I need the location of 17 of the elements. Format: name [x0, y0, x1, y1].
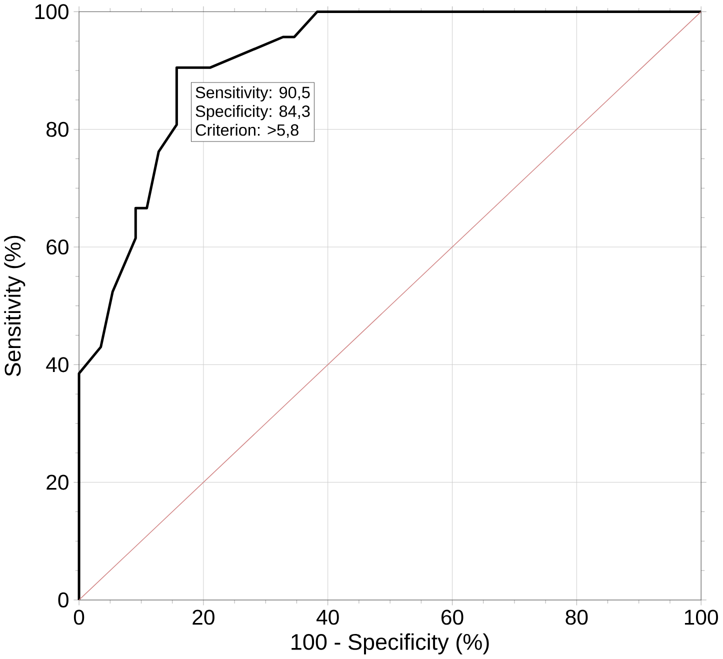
y-tick-label: 0: [58, 592, 68, 608]
x-tick-label: 40: [316, 610, 339, 626]
x-axis-title: 100 - Specificity (%): [292, 634, 489, 655]
y-tick-label: 100: [35, 4, 68, 20]
annotation: Sensitivity: 90,5: [196, 86, 310, 102]
x-tick-label: 0: [74, 610, 84, 626]
x-tick-label: 20: [192, 610, 214, 626]
annotation: Specificity: 84,3: [196, 105, 310, 120]
y-tick-label: 60: [46, 240, 68, 255]
x-tick-label: 60: [442, 610, 464, 626]
annotation: Criterion: >5,8: [196, 124, 298, 138]
y-tick-label: 40: [46, 357, 68, 372]
x-tick-label: 80: [566, 610, 588, 626]
y-tick-label: 80: [46, 122, 68, 138]
y-axis-title: Sensitivity (%): [4, 236, 26, 376]
y-tick-label: 20: [46, 474, 68, 490]
x-tick-label: 100: [684, 610, 718, 626]
